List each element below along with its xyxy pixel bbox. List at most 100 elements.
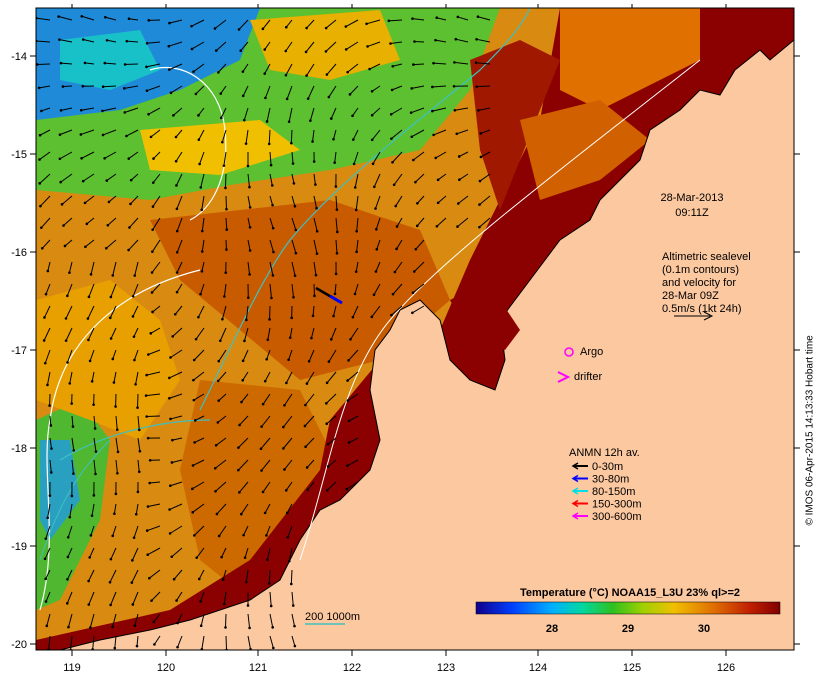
velocity-arrow [47,503,51,518]
velocity-arrow [215,481,227,492]
velocity-arrow [291,283,294,298]
velocity-arrow [269,591,272,606]
velocity-arrow [242,85,249,97]
velocity-arrow [243,107,249,121]
velocity-arrow [373,283,381,295]
velocity-arrow [286,85,293,100]
velocity-arrow [310,327,315,339]
velocity-arrow [201,635,205,650]
velocity-arrow [110,327,117,339]
velocity-arrow [113,371,117,383]
velocity-arrow [177,635,183,648]
velocity-arrow [269,217,274,229]
velocity-arrow [133,525,139,538]
velocity-arrow [45,591,51,602]
velocity-arrow [110,591,117,606]
velocity-arrow [264,41,271,50]
colorbar-tick-label: 28 [546,623,558,635]
velocity-arrow [148,107,161,115]
velocity-arrow [200,613,205,626]
velocity-arrow [216,503,227,515]
velocity-arrow [269,635,274,649]
velocity-arrow [71,437,75,451]
scale-arrow [674,311,714,321]
velocity-arrow [269,283,272,298]
velocity-arrow [437,195,447,204]
velocity-arrow [134,261,139,276]
velocity-arrow [261,459,271,471]
colorbar [475,601,781,615]
y-tick-label: -18 [11,443,27,455]
velocity-arrow [413,63,425,66]
velocity-arrow [411,85,425,89]
velocity-arrow [288,349,293,360]
velocity-arrow [200,591,205,602]
velocity-arrow [114,635,117,649]
velocity-arrow [81,15,95,21]
velocity-arrow [214,19,227,29]
velocity-arrow [48,635,51,650]
velocity-arrow [330,107,337,119]
velocity-arrow [223,283,227,297]
velocity-arrow [265,525,271,536]
velocity-arrow [112,261,117,276]
velocity-arrow [130,173,139,181]
velocity-arrow [371,305,381,318]
velocity-arrow [193,349,205,361]
velocity-arrow [269,613,274,628]
velocity-arrow [432,107,447,112]
velocity-arrow [306,63,315,76]
velocity-arrow [395,195,403,207]
velocity-arrow [131,569,139,583]
velocity-arrow [40,195,51,207]
velocity-arrow [60,107,73,111]
velocity-arrow [174,305,183,315]
velocity-arrow [60,62,73,65]
x-tick-label: 124 [529,662,547,674]
velocity-arrow [457,195,469,204]
velocity-arrow [132,283,139,297]
velocity-arrow [346,481,359,490]
velocity-arrow [350,327,359,340]
velocity-arrow [266,107,271,122]
velocity-arrow [115,459,118,474]
velocity-arrow [376,239,381,250]
velocity-arrow [109,305,117,319]
velocity-arrow [67,613,73,628]
velocity-arrow [369,63,381,70]
velocity-arrow [170,85,183,94]
velocity-arrow [433,62,447,65]
velocity-arrow [115,415,118,430]
velocity-arrow [128,151,139,159]
isobath-label: 200 1000m [305,611,360,623]
velocity-arrow [67,547,73,558]
velocity-arrow [154,635,161,645]
velocity-arrow [222,569,227,580]
x-tick-label: 119 [63,662,81,674]
velocity-arrow [93,437,97,452]
velocity-arrow [150,129,161,138]
velocity-arrow [151,591,161,601]
velocity-arrow [110,283,117,298]
velocity-arrow [105,239,117,249]
velocity-arrow [391,305,403,316]
velocity-arrow [146,371,161,376]
velocity-arrow [375,195,381,209]
velocity-arrow [132,305,139,317]
velocity-arrow [151,283,161,293]
velocity-arrow [242,63,249,72]
anmn-legend-label: 150-300m [592,499,642,511]
velocity-arrow [89,547,95,558]
velocity-arrow [198,107,205,116]
velocity-arrow [309,107,315,121]
velocity-arrow [41,107,51,112]
velocity-arrow [285,63,293,76]
argo-label: Argo [580,346,603,358]
velocity-arrow [106,173,117,181]
velocity-arrow [225,217,228,230]
velocity-arrow [326,371,337,384]
velocity-arrow [354,173,359,188]
velocity-arrow [261,415,271,427]
x-axis: 119 120 121 122 123 124 125 126 [63,4,735,674]
velocity-arrow [150,327,161,334]
